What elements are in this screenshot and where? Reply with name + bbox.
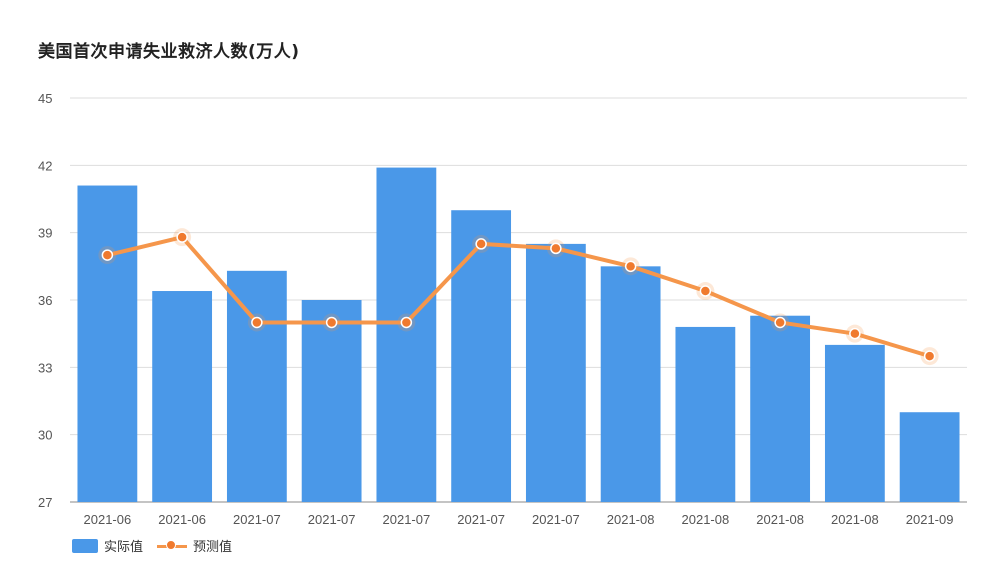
forecast-point[interactable]	[849, 327, 861, 340]
bar[interactable]	[824, 344, 885, 502]
x-tick-label: 2021-07	[308, 512, 356, 527]
forecast-point[interactable]	[475, 238, 487, 250]
x-tick-label: 2021-06	[158, 512, 206, 527]
y-tick-label: 33	[38, 360, 52, 375]
y-tick-label: 45	[38, 91, 52, 106]
bar[interactable]	[675, 326, 736, 502]
bar-series	[77, 167, 960, 503]
bar[interactable]	[152, 291, 213, 502]
forecast-line	[105, 235, 932, 359]
forecast-point[interactable]	[101, 249, 114, 261]
bar[interactable]	[750, 315, 811, 502]
forecast-point[interactable]	[923, 350, 936, 362]
x-tick-label: 2021-08	[682, 512, 730, 527]
forecast-point[interactable]	[550, 242, 562, 255]
y-tick-label: 27	[38, 495, 52, 510]
y-tick-label: 39	[38, 226, 52, 241]
bar[interactable]	[301, 300, 362, 502]
legend-item-forecast[interactable]: 预测值	[157, 536, 232, 555]
x-tick-label: 2021-07	[233, 512, 281, 527]
forecast-point[interactable]	[325, 316, 338, 329]
y-tick-label: 30	[38, 428, 52, 443]
forecast-point[interactable]	[774, 316, 786, 329]
legend-item-actual[interactable]: 实际值	[72, 536, 143, 555]
legend-bar-swatch	[72, 538, 98, 553]
bar[interactable]	[77, 185, 138, 503]
legend: 实际值 预测值	[72, 536, 246, 555]
forecast-point[interactable]	[400, 316, 413, 329]
bar[interactable]	[899, 412, 960, 502]
x-tick-label: 2021-08	[607, 512, 655, 527]
bar[interactable]	[451, 210, 512, 502]
x-tick-label: 2021-07	[457, 512, 505, 527]
y-tick-label: 36	[38, 293, 52, 308]
x-tick-label: 2021-07	[532, 512, 580, 527]
legend-actual-label: 实际值	[104, 540, 144, 555]
x-tick-label: 2021-07	[383, 512, 431, 527]
bar[interactable]	[226, 270, 287, 502]
legend-forecast-label: 预测值	[193, 540, 233, 555]
bar[interactable]	[600, 266, 661, 502]
x-tick-label: 2021-08	[756, 512, 804, 527]
forecast-point[interactable]	[624, 260, 637, 273]
forecast-point[interactable]	[699, 285, 712, 297]
forecast-point[interactable]	[176, 231, 188, 243]
legend-line-swatch	[157, 539, 188, 553]
x-axis-ticks: 2021-06 2021-06 2021-07 2021-07 2021-07 2021-…	[84, 512, 954, 527]
grid-lines	[70, 97, 967, 503]
y-axis-ticks: 27 30 33 36 39 42 45	[38, 91, 52, 510]
chart-title: 美国首次申请失业救济人数(万人)	[38, 42, 300, 62]
y-tick-label: 42	[38, 158, 52, 173]
forecast-point[interactable]	[251, 316, 263, 329]
x-tick-label: 2021-08	[831, 512, 879, 527]
line-series	[98, 228, 939, 366]
bar[interactable]	[525, 243, 586, 502]
x-tick-label: 2021-09	[906, 512, 954, 527]
x-tick-label: 2021-06	[84, 512, 132, 527]
bar[interactable]	[376, 167, 437, 503]
